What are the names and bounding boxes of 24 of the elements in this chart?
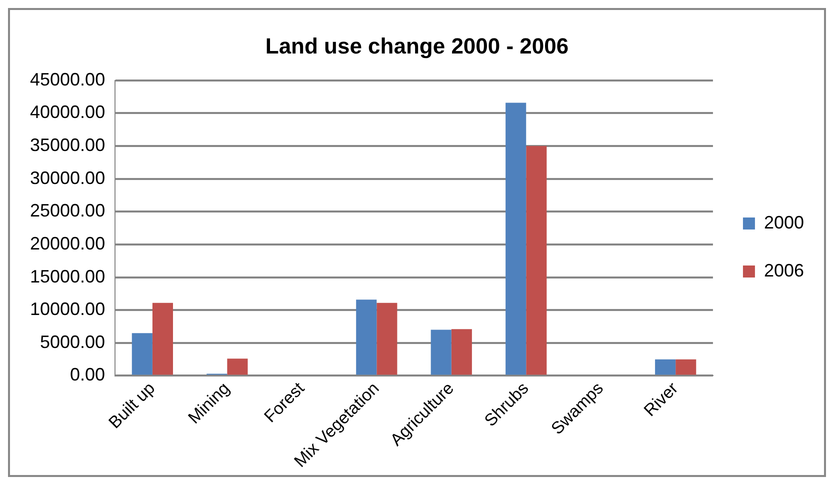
y-tick-label: 30000.00 bbox=[30, 168, 106, 188]
legend-label: 2006 bbox=[764, 260, 804, 280]
y-tick-label: 0.00 bbox=[70, 364, 106, 385]
y-tick-label: 25000.00 bbox=[30, 200, 106, 221]
bar bbox=[430, 330, 452, 375]
bar bbox=[132, 333, 152, 375]
chart-title: Land use change 2000 - 2006 bbox=[265, 33, 569, 58]
y-tick-label: 15000.00 bbox=[30, 266, 106, 286]
bar bbox=[376, 302, 398, 375]
bar bbox=[227, 358, 248, 375]
y-tick-label: 45000.00 bbox=[30, 69, 106, 90]
y-tick-label: 10000.00 bbox=[30, 299, 106, 320]
bar bbox=[451, 329, 472, 375]
bar bbox=[506, 102, 526, 375]
y-tick-label: 5000.00 bbox=[40, 332, 106, 352]
bar bbox=[676, 359, 696, 375]
bar bbox=[655, 359, 676, 375]
bar bbox=[152, 302, 173, 375]
y-tick-label: 40000.00 bbox=[30, 102, 106, 122]
bar bbox=[356, 300, 377, 375]
bar bbox=[526, 146, 547, 375]
legend-label: 2000 bbox=[764, 212, 804, 232]
y-tick-label: 20000.00 bbox=[30, 233, 106, 254]
y-tick-label: 35000.00 bbox=[30, 134, 106, 155]
